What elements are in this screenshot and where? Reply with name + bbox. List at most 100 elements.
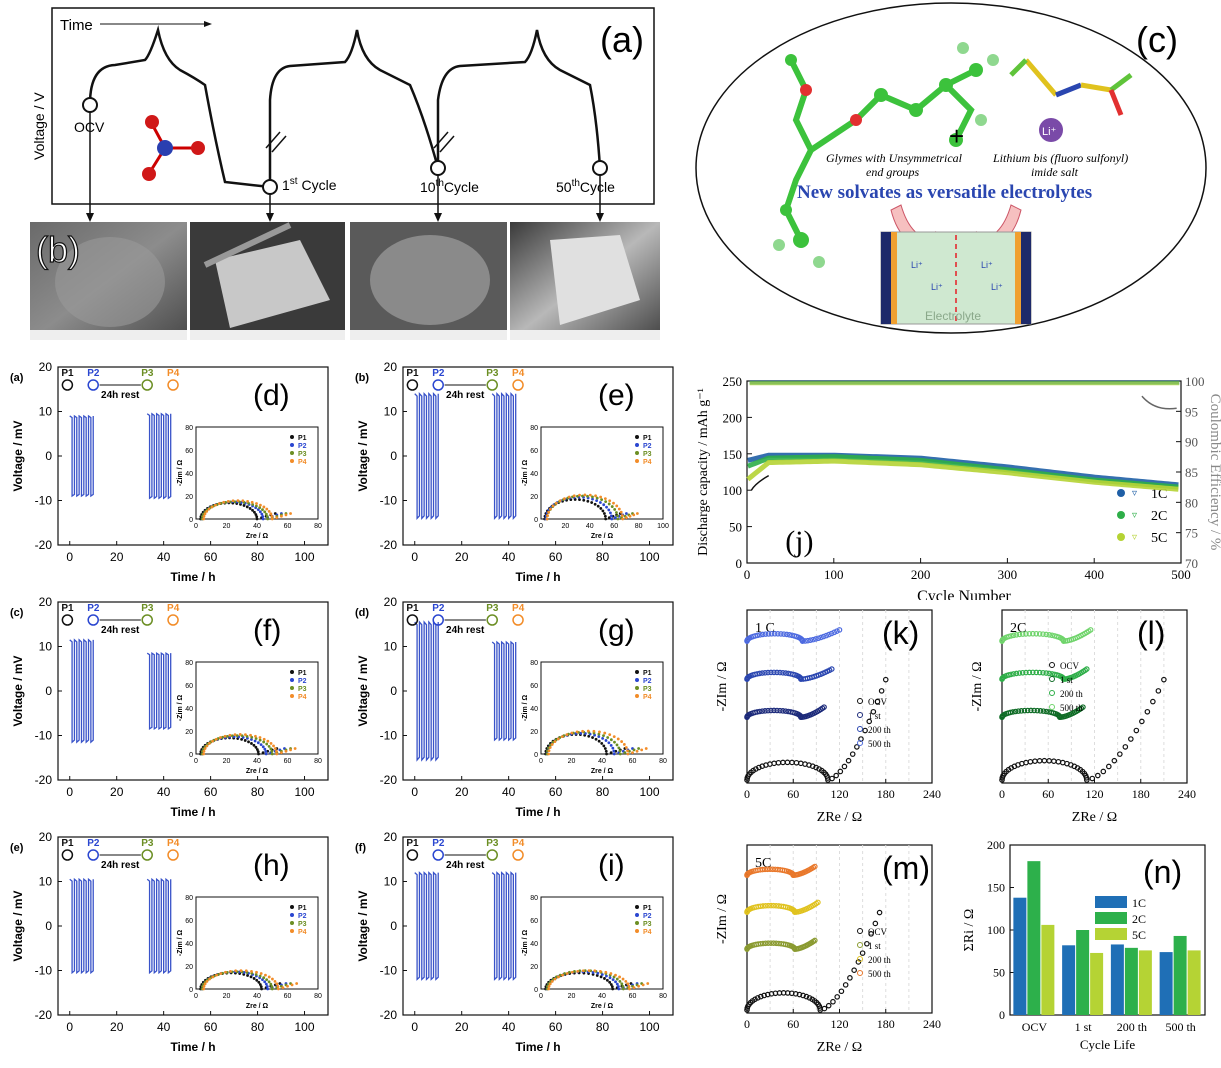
inset-arc-point <box>219 736 222 739</box>
inset-tail-point <box>284 513 288 517</box>
legend-label: 500 th <box>868 739 891 749</box>
nyquist-point <box>771 707 777 714</box>
inset-x-tick-label: 60 <box>284 523 292 530</box>
inset-legend-marker <box>290 451 294 455</box>
p-marker <box>167 849 179 861</box>
inset-legend-label: P3 <box>643 921 652 928</box>
p-marker-label: P2 <box>87 603 100 614</box>
nyquist-point <box>1040 631 1046 637</box>
inset-arc-point <box>626 749 629 753</box>
bar <box>1187 950 1201 1015</box>
nyquist-point <box>780 708 786 714</box>
inset-x-tick-label: 40 <box>253 523 261 530</box>
inset-arc-point <box>614 973 617 977</box>
inset-arc-point <box>558 973 562 977</box>
x-axis-label: Cycle Number <box>917 588 1011 600</box>
p-marker-label: P1 <box>406 838 419 849</box>
inset-arc-point <box>579 731 583 735</box>
x-tick-label: 500 th <box>1165 1020 1195 1034</box>
nyquist-point <box>752 633 758 639</box>
voltage-trace <box>491 871 517 981</box>
inset-arc-point <box>202 517 206 521</box>
nyquist-point <box>1026 669 1033 676</box>
panel-letter: (d) <box>253 379 290 412</box>
x-tick-label: 1 st <box>1075 1020 1093 1034</box>
inset-legend-label: P4 <box>298 694 307 701</box>
bar <box>1027 861 1041 1015</box>
inset-x-tick-label: 0 <box>194 993 198 1000</box>
inset-arc-point <box>576 494 579 498</box>
inset-arc-point <box>223 734 227 738</box>
nyquist-point <box>764 866 771 873</box>
inset-arc-point <box>271 977 274 981</box>
y-axis-label: Voltage / mV <box>356 655 370 726</box>
bar <box>1041 924 1055 1015</box>
inset-arc-point <box>202 984 206 988</box>
inset-arc-point <box>570 731 574 735</box>
rest-label: 24h rest <box>446 625 485 636</box>
y-axis-label: Voltage / mV <box>11 420 25 491</box>
inset-arc-point <box>217 502 221 505</box>
nyquist-point <box>759 631 766 638</box>
nyquist-tail-point <box>1087 627 1094 633</box>
inset-arc-point <box>550 743 554 746</box>
x-tick-label: 80 <box>251 785 265 799</box>
inset-y-label: -Zim / Ω <box>177 695 184 722</box>
x-tick-label: 0 <box>411 550 418 564</box>
x-axis-label: Time / h <box>515 805 560 819</box>
glyme-caption-2: end groups <box>866 165 920 179</box>
rest-label: 24h rest <box>446 860 485 871</box>
rest-label: 24h rest <box>101 390 140 401</box>
nyquist-tail-point <box>836 627 843 633</box>
nyquist-point <box>757 903 764 910</box>
inset-arc-point <box>595 496 599 500</box>
nyquist-point <box>754 671 760 677</box>
inset-arc-point <box>603 514 607 518</box>
inset-arc-point <box>612 735 616 739</box>
y-tick-label: -20 <box>35 773 53 787</box>
inset-y-label: -Zim / Ω <box>177 930 184 957</box>
inset-arc-point <box>607 502 611 506</box>
p-marker <box>141 614 153 626</box>
y-tick-label: 10 <box>384 405 398 419</box>
y-axis-label: Discharge capacity / mAh g⁻¹ <box>696 388 711 556</box>
inset-arc-point <box>587 969 591 972</box>
inset-y-tick-label: 0 <box>534 987 538 994</box>
inset-arc-point <box>254 737 258 740</box>
nyquist-tail-point <box>815 635 822 642</box>
nyquist-point <box>1013 632 1020 638</box>
y-tick-label: 20 <box>384 595 398 609</box>
inset-arc-point <box>588 493 592 497</box>
inset-arc-point <box>266 987 270 991</box>
inset-x-tick-label: 80 <box>659 758 667 765</box>
panel-letter: (h) <box>253 849 290 882</box>
y-tick-label: -10 <box>380 494 398 508</box>
nyquist-point <box>762 940 769 947</box>
inset-arc-point <box>250 742 253 745</box>
nyquist-point <box>799 638 806 644</box>
inset-arc-point <box>616 517 620 521</box>
inset-arc-point <box>609 744 613 747</box>
inset-arc-point <box>599 495 603 499</box>
y-tick-label: 10 <box>384 875 398 889</box>
inset-arc-point <box>221 735 225 739</box>
nyquist-point <box>756 708 763 715</box>
inset-arc-point <box>609 738 613 742</box>
inset-arc-point <box>264 750 268 753</box>
p-marker-label: P1 <box>61 368 74 379</box>
x-tick-label: 100 <box>295 785 315 799</box>
nyquist-point <box>754 632 761 639</box>
y-tick-label: 10 <box>39 640 53 654</box>
nyquist-tail-point <box>874 698 881 705</box>
inset-arc-point <box>254 734 257 738</box>
panel-letter: (m) <box>882 850 930 886</box>
inset-arc-point <box>576 969 580 973</box>
p-marker <box>406 849 419 861</box>
nyquist-point <box>782 670 789 676</box>
nyquist-tail-point <box>1111 757 1118 764</box>
inset-x-tick-label: 80 <box>659 993 667 1000</box>
inset-y-tick-label: 60 <box>185 683 193 690</box>
inset-arc-point <box>259 743 263 747</box>
inset-arc-point <box>233 733 237 737</box>
